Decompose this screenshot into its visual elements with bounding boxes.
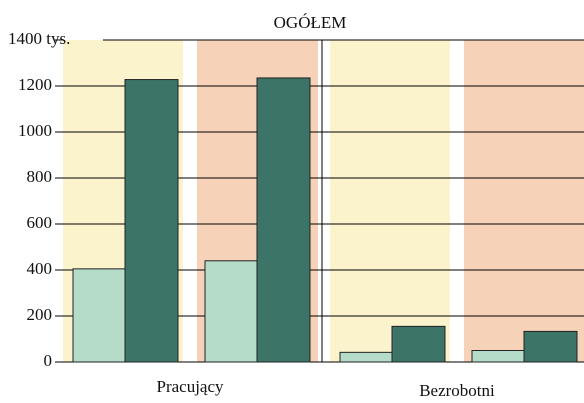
bar [204, 260, 259, 363]
bar [339, 351, 394, 363]
bar [391, 325, 446, 363]
y-tick-label: 1000 [18, 121, 52, 140]
bar [523, 330, 578, 363]
y-tick-label: 1400 tys. [8, 29, 70, 48]
x-tick-label: Bezrobotni [419, 381, 495, 400]
band [330, 40, 450, 362]
bar [256, 77, 311, 363]
y-tick-label: 800 [27, 167, 53, 186]
y-tick-label: 0 [44, 351, 53, 370]
bar [72, 268, 127, 363]
y-tick-label: 600 [27, 213, 53, 232]
y-tick-label: 1200 [18, 75, 52, 94]
bar [124, 79, 179, 363]
chart-title: OGÓŁEM [274, 13, 347, 32]
y-tick-label: 400 [27, 259, 53, 278]
y-tick-label: 200 [27, 305, 53, 324]
band [464, 40, 584, 362]
bar [471, 350, 526, 363]
x-tick-label: Pracujący [156, 377, 224, 396]
